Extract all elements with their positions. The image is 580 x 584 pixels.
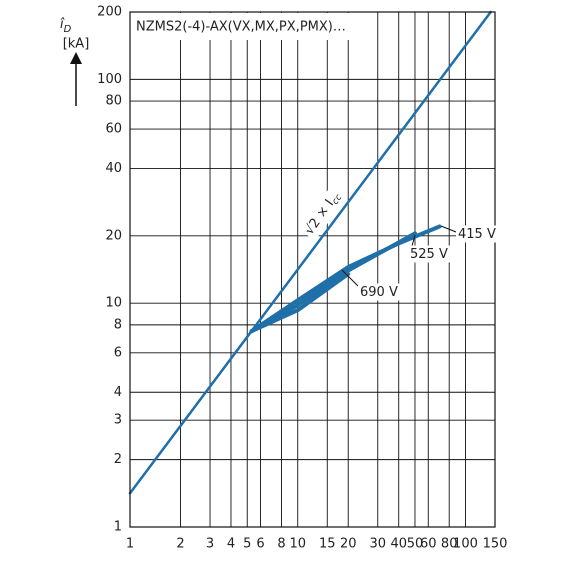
y-arrow-head [70, 52, 82, 64]
label-bg [408, 245, 450, 263]
marks [128, 10, 492, 495]
series-name-sub: cc [330, 192, 344, 206]
x-tick-label: 4 [227, 537, 235, 552]
label-leader [341, 269, 359, 287]
y-tick-label: 4 [114, 385, 122, 400]
x-tick-label: 10 [289, 537, 306, 552]
series-name: 415 V [458, 227, 496, 242]
x-tick-label: 6 [256, 537, 264, 552]
chart-title: NZMS2(-4)-AX(VX,MX,PX,PMX)… [136, 20, 346, 35]
series-label: 525 V [410, 247, 448, 262]
x-tick-label: 60 [420, 537, 437, 552]
x-tick-label: 40 [390, 537, 407, 552]
label-bg [299, 186, 347, 241]
x-tick-label: 1 [126, 537, 134, 552]
x-tick-label: 2 [176, 537, 184, 552]
y-tick-label: 2 [114, 452, 122, 467]
y-tick-label: 10 [105, 296, 122, 311]
grid [129, 11, 496, 528]
label-bg [456, 225, 498, 243]
series-name: 690 V [360, 285, 398, 300]
x-tick-label: 8 [277, 537, 285, 552]
series-label: √2 × Icc [302, 188, 344, 238]
y-tick-label: 3 [114, 413, 122, 428]
x-tick-label: 50 [407, 537, 424, 552]
series-line [249, 272, 351, 334]
y-tick-label: 8 [114, 317, 122, 332]
series-line [249, 231, 417, 334]
y-label: îD [60, 17, 72, 36]
series-label: 690 V [360, 285, 398, 300]
title-box [131, 13, 349, 40]
label-leader [411, 234, 416, 247]
y-tick-label: 20 [105, 228, 122, 243]
y-unit: [kA] [63, 37, 90, 52]
series-line [249, 224, 442, 334]
y-tick-label: 200 [97, 5, 122, 20]
y-tick-label: 100 [97, 72, 122, 87]
x-tick-label: 150 [483, 537, 508, 552]
label-bg [358, 283, 400, 301]
y-label-sub: D [64, 24, 72, 35]
y-label-main: î [60, 17, 65, 32]
plot-frame [129, 11, 496, 528]
y-tick-label: 1 [114, 520, 122, 535]
x-tick-label: 15 [319, 537, 336, 552]
x-tick-label: 3 [206, 537, 214, 552]
y-tick-label: 6 [114, 345, 122, 360]
y-tick-label: 40 [105, 161, 122, 176]
x-tick-label: 5 [243, 537, 251, 552]
y-tick-label: 80 [105, 94, 122, 109]
x-tick-label: 100 [453, 537, 478, 552]
series-name: 525 V [410, 247, 448, 262]
x-tick-label: 30 [369, 537, 386, 552]
series-line [128, 10, 492, 495]
series-label: 415 V [458, 227, 496, 242]
x-tick-label: 20 [340, 537, 357, 552]
label-leader [440, 225, 457, 233]
y-tick-label: 60 [105, 122, 122, 137]
x-tick-label: 80 [441, 537, 458, 552]
